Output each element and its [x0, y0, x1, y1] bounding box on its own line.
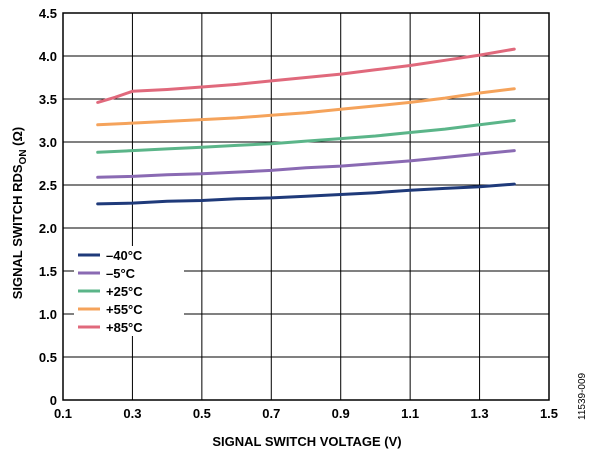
legend-label: –5°C [106, 266, 136, 281]
legend-label: +25°C [106, 284, 143, 299]
series-line-3 [96, 119, 516, 154]
legend-label: +85°C [106, 320, 143, 335]
x-tick-label: 1.5 [540, 406, 558, 421]
y-tick-label: 1.0 [39, 307, 57, 322]
x-tick-label: 1.3 [471, 406, 489, 421]
legend-item-background [74, 246, 184, 264]
x-tick-label: 0.9 [332, 406, 350, 421]
legend-item-background [74, 282, 184, 300]
y-axis-title-main: SIGNAL SWITCH RDS [10, 164, 25, 299]
x-tick-label: 0.3 [123, 406, 141, 421]
x-tick-label: 0.7 [262, 406, 280, 421]
grid-lines [63, 13, 549, 400]
x-tick-label: 0.1 [54, 406, 72, 421]
y-tick-label: 0.5 [39, 350, 57, 365]
y-tick-label: 3.0 [39, 135, 57, 150]
y-axis-title: SIGNAL SWITCH RDSON (Ω) [10, 127, 29, 300]
y-tick-label: 2.5 [39, 178, 57, 193]
legend-label: +55°C [106, 302, 143, 317]
x-tick-label: 1.1 [401, 406, 419, 421]
y-tick-labels: 0 0.5 1.0 1.5 2.0 2.5 3.0 3.5 4.0 4.5 [39, 6, 57, 408]
series-lines [96, 47, 516, 206]
series-line-4 [96, 87, 516, 127]
x-tick-label: 0.5 [193, 406, 211, 421]
legend-item-background [74, 318, 184, 336]
series-line-1 [96, 182, 516, 206]
legend-label: –40°C [106, 248, 143, 263]
series-line-5 [96, 47, 516, 104]
y-tick-label: 4.5 [39, 6, 57, 21]
plot-frame [62, 12, 550, 401]
series-line-2 [96, 149, 516, 179]
legend-item-background [74, 300, 184, 318]
y-axis-title-unit: (Ω) [10, 127, 25, 150]
y-axis-title-subscript: ON [18, 149, 29, 164]
x-tick-labels: 0.1 0.3 0.5 0.7 0.9 1.1 1.3 1.5 [54, 406, 558, 421]
legend-item-background [74, 264, 184, 282]
y-tick-label: 1.5 [39, 264, 57, 279]
y-tick-label: 2.0 [39, 221, 57, 236]
y-tick-label: 0 [50, 393, 57, 408]
legend: –40°C –5°C +25°C +55°C +85°C [74, 246, 184, 336]
y-tick-label: 4.0 [39, 49, 57, 64]
x-axis-title: SIGNAL SWITCH VOLTAGE (V) [212, 434, 401, 449]
y-tick-label: 3.5 [39, 92, 57, 107]
figure-id: 11539-009 [577, 372, 588, 420]
